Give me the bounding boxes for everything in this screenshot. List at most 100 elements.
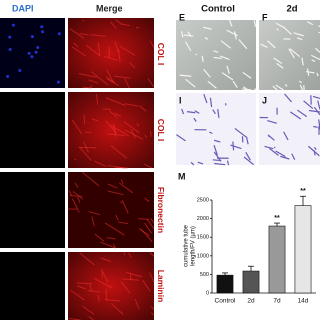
cell bbox=[176, 134, 186, 142]
fiber bbox=[118, 182, 134, 194]
fiber bbox=[115, 214, 119, 221]
fiber bbox=[100, 257, 112, 262]
fiber bbox=[144, 222, 153, 234]
cell bbox=[179, 74, 192, 77]
y-axis-label: cumulative tube bbox=[184, 224, 190, 267]
x-tick-label: Control bbox=[215, 298, 237, 305]
fiber bbox=[87, 289, 100, 293]
phase-image bbox=[259, 20, 320, 90]
fiber bbox=[107, 183, 118, 189]
panel-letter: F bbox=[262, 12, 268, 22]
bar bbox=[216, 274, 234, 294]
cell bbox=[289, 48, 301, 58]
fiber bbox=[146, 218, 155, 230]
fiber bbox=[71, 46, 86, 57]
fiber bbox=[94, 160, 107, 167]
cell bbox=[226, 65, 230, 74]
fiber bbox=[114, 75, 132, 79]
fiber bbox=[100, 241, 116, 249]
significance: ** bbox=[300, 188, 306, 195]
stain-image bbox=[259, 93, 320, 165]
cell bbox=[220, 40, 232, 49]
cell bbox=[296, 37, 303, 41]
fiber bbox=[103, 56, 118, 61]
merge-image bbox=[68, 252, 154, 320]
cell bbox=[289, 111, 302, 120]
cell bbox=[226, 160, 230, 166]
y-tick-label: 2500 bbox=[197, 197, 209, 203]
cell bbox=[297, 109, 308, 118]
cell bbox=[213, 145, 218, 156]
fiber bbox=[104, 222, 125, 236]
x-tick-label: 2d bbox=[247, 298, 255, 305]
fiber bbox=[114, 40, 119, 53]
fiber bbox=[97, 42, 101, 56]
fiber bbox=[106, 69, 115, 83]
nucleus bbox=[27, 51, 31, 55]
fiber bbox=[88, 316, 94, 320]
fiber bbox=[97, 294, 100, 302]
cell bbox=[203, 68, 211, 78]
bar bbox=[294, 205, 312, 294]
cell bbox=[194, 110, 200, 114]
cell bbox=[245, 136, 249, 145]
cell bbox=[185, 78, 196, 88]
cell bbox=[303, 100, 314, 110]
fiber bbox=[115, 19, 123, 26]
fiber bbox=[117, 48, 121, 63]
fiber bbox=[82, 171, 100, 187]
nucleus bbox=[41, 30, 45, 34]
fiber bbox=[100, 268, 109, 283]
fiber bbox=[68, 190, 73, 196]
cell bbox=[207, 80, 217, 89]
cell bbox=[204, 37, 209, 40]
cell bbox=[272, 85, 278, 91]
cell bbox=[220, 55, 230, 61]
cell bbox=[275, 22, 286, 29]
cell bbox=[212, 159, 221, 162]
cell bbox=[234, 127, 247, 138]
cell bbox=[181, 108, 185, 115]
cell bbox=[195, 53, 198, 56]
fiber bbox=[83, 115, 86, 124]
fiber bbox=[109, 110, 119, 119]
cell bbox=[312, 95, 320, 100]
fiber bbox=[91, 118, 99, 122]
fiber bbox=[79, 252, 95, 266]
x-tick-label: 7d bbox=[273, 298, 281, 305]
nucleus bbox=[56, 80, 60, 84]
cell bbox=[242, 86, 249, 91]
fiber bbox=[69, 28, 85, 39]
panel-title: 2d bbox=[286, 4, 297, 15]
cell bbox=[228, 19, 233, 27]
y-tick-label: 1500 bbox=[197, 235, 209, 241]
cell bbox=[298, 80, 303, 84]
fiber bbox=[144, 134, 147, 138]
fiber bbox=[70, 289, 85, 301]
fiber bbox=[86, 45, 101, 57]
cell bbox=[264, 145, 274, 150]
fiber bbox=[71, 198, 80, 213]
cell bbox=[197, 161, 204, 165]
cell bbox=[313, 125, 318, 128]
fiber bbox=[144, 197, 150, 203]
fiber bbox=[138, 218, 149, 220]
fiber bbox=[114, 166, 128, 169]
fiber bbox=[110, 21, 117, 29]
cell bbox=[242, 71, 252, 79]
fiber bbox=[78, 73, 97, 78]
cell bbox=[217, 109, 220, 118]
fiber bbox=[88, 79, 99, 84]
fiber bbox=[124, 78, 130, 89]
panel-letter: E bbox=[179, 12, 185, 22]
dapi-image bbox=[0, 92, 65, 168]
cell bbox=[267, 40, 276, 49]
fiber bbox=[147, 77, 155, 88]
dapi-image bbox=[0, 172, 65, 248]
fiber bbox=[74, 158, 77, 161]
fiber bbox=[128, 252, 132, 258]
panel-title: Control bbox=[201, 4, 235, 15]
fiber bbox=[112, 243, 116, 249]
